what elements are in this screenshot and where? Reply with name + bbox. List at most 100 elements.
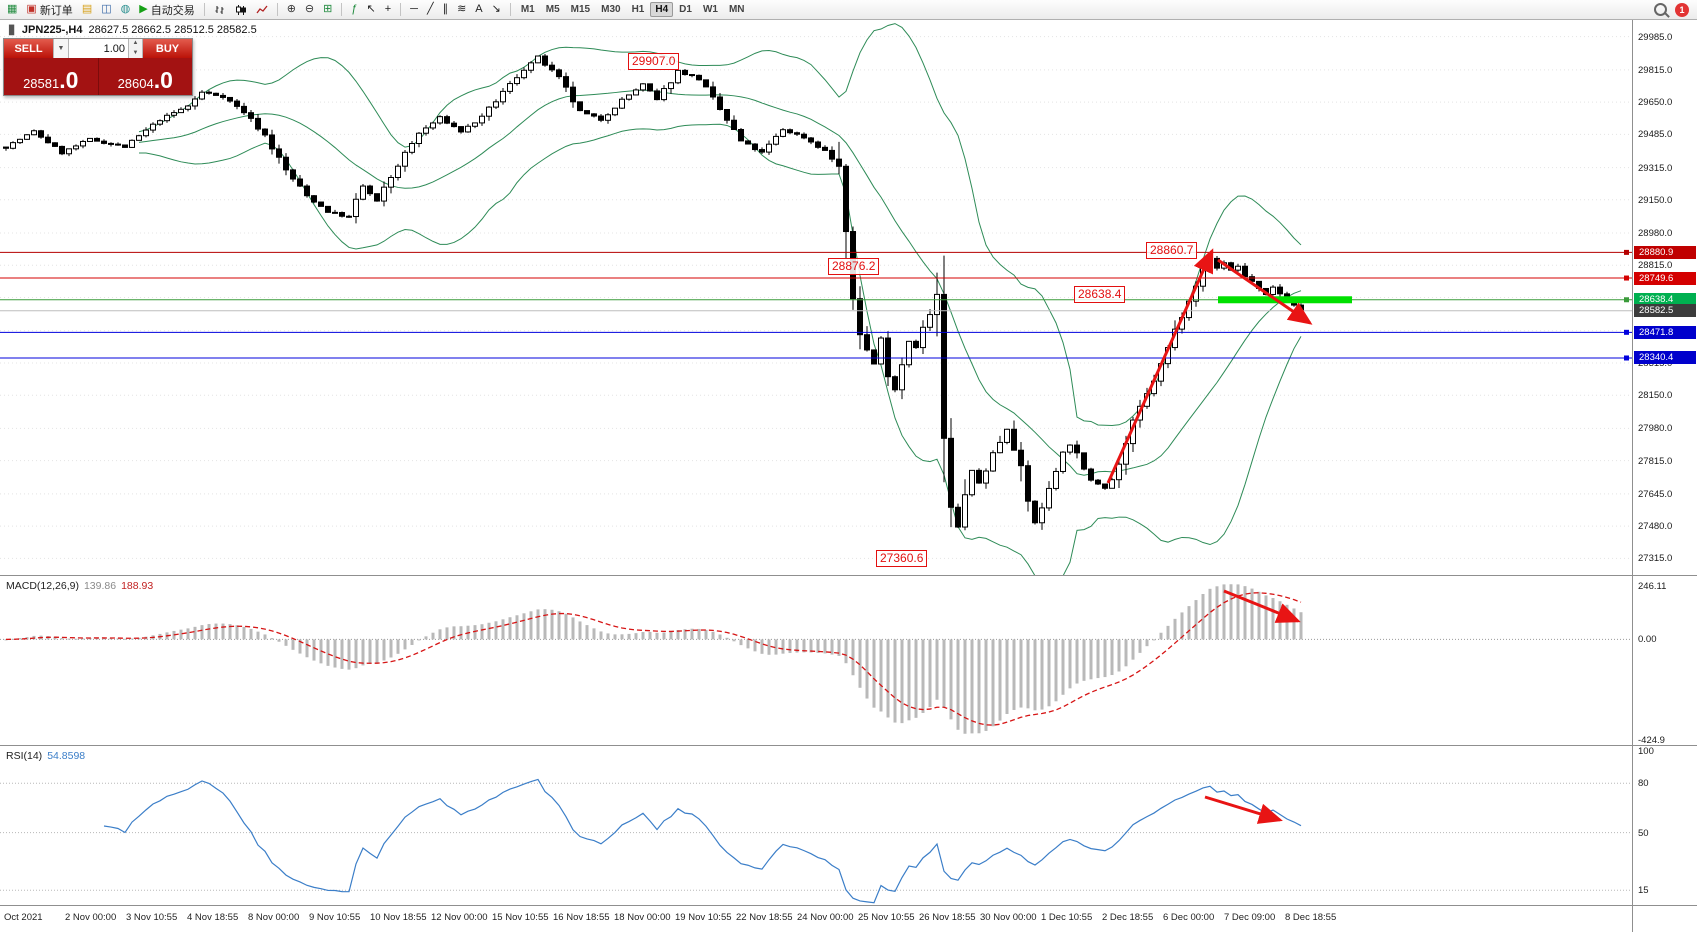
equidistant-channel-button[interactable]: ∥ bbox=[439, 1, 453, 19]
crosshair-button[interactable]: + bbox=[381, 1, 395, 19]
line-endpoint-handle[interactable] bbox=[1624, 275, 1629, 281]
timeframe-m5[interactable]: M5 bbox=[545, 4, 560, 15]
rsi-scale-label: 15 bbox=[1638, 885, 1649, 897]
price-chart-canvas[interactable] bbox=[0, 20, 1632, 576]
line-endpoint-handle[interactable] bbox=[1624, 249, 1629, 255]
timeframe-h4[interactable]: H4 bbox=[650, 2, 674, 17]
macd-scale-label: 0.00 bbox=[1638, 634, 1657, 646]
time-axis-splitter[interactable] bbox=[0, 905, 1697, 906]
text-label-button[interactable]: A bbox=[471, 1, 486, 19]
timeframe-d1[interactable]: D1 bbox=[679, 4, 692, 15]
time-axis-label: 4 Nov 18:55 bbox=[187, 912, 239, 923]
timeframe-mn[interactable]: MN bbox=[728, 4, 745, 15]
price-divider bbox=[97, 58, 99, 95]
rsi-panel-canvas[interactable] bbox=[0, 747, 1632, 905]
price-scale[interactable]: 29985.0 29815.0 29650.0 29485.0 29315.0 29150… bbox=[1632, 20, 1697, 932]
macd-scale-label: -424.9 bbox=[1638, 735, 1665, 746]
tile-windows-icon: ⊞ bbox=[323, 3, 333, 15]
timeframe-m1[interactable]: M1 bbox=[520, 4, 535, 15]
volume-stepper[interactable]: ▲ ▼ bbox=[128, 39, 143, 58]
time-axis[interactable]: Oct 2021 2 Nov 00:00 3 Nov 10:55 4 Nov 18:5… bbox=[0, 907, 1632, 931]
volume-down-icon[interactable]: ▼ bbox=[132, 49, 139, 56]
toolbar-separator bbox=[400, 3, 402, 16]
price-tick: 28815.0 bbox=[1638, 260, 1673, 272]
macd-scale-label: 246.11 bbox=[1638, 581, 1667, 592]
price-annotation-label[interactable]: 28876.2 bbox=[828, 258, 880, 275]
price-level-marker: 28471.8 bbox=[1634, 325, 1696, 339]
price-annotation-label[interactable]: 29907.0 bbox=[628, 53, 680, 70]
timeframe-m30[interactable]: M30 bbox=[601, 4, 621, 15]
volume-dropdown[interactable]: ▼ bbox=[53, 39, 69, 58]
one-click-trading-panel: SELL ▼ 1.00 ▲ ▼ BUY 28581 .0 28604 .0 bbox=[3, 38, 193, 96]
bar-chart-button[interactable] bbox=[210, 1, 230, 19]
tile-windows-button[interactable]: ⊞ bbox=[319, 1, 336, 19]
notification-badge[interactable]: 1 bbox=[1675, 2, 1689, 17]
new-order-button[interactable]: ▣ 新订单 bbox=[22, 1, 76, 19]
time-axis-label: 19 Nov 10:55 bbox=[675, 912, 732, 923]
timeframe-h1[interactable]: H1 bbox=[631, 4, 645, 15]
volume-up-icon[interactable]: ▲ bbox=[132, 40, 139, 46]
macd-panel-splitter[interactable] bbox=[0, 575, 1697, 576]
time-axis-label: 25 Nov 10:55 bbox=[858, 912, 915, 923]
green-zone-band[interactable] bbox=[1218, 296, 1352, 304]
toolbar-separator bbox=[276, 3, 278, 16]
auto-trading-button[interactable]: ▶ 自动交易 bbox=[135, 1, 198, 19]
main-toolbar: ▦ ▣ 新订单 ▤ ◫ ◍ ▶ 自动交易 ⊕ ⊖ ⊞ ƒ ↖ + ─ ╱ ∥ ≋ A ↘ M1 M5 M15 M30 H1 H4 D… bbox=[0, 0, 1697, 20]
macd-name: MACD(12,26,9) bbox=[6, 580, 79, 592]
cursor-button[interactable]: ↖ bbox=[362, 1, 379, 19]
time-axis-label: 2 Dec 18:55 bbox=[1102, 912, 1154, 923]
macd-signal-line[interactable] bbox=[5, 592, 1302, 726]
toolbar-separator bbox=[509, 3, 511, 16]
bollinger-upper-band[interactable] bbox=[138, 23, 1302, 427]
trend-arrow[interactable] bbox=[1217, 258, 1313, 325]
bollinger-middle-band[interactable] bbox=[138, 89, 1302, 476]
rsi-trend-arrow[interactable] bbox=[1204, 795, 1283, 824]
time-axis-label: Oct 2021 bbox=[4, 912, 43, 923]
market-watch-button[interactable]: ◫ bbox=[97, 1, 115, 19]
indicators-list-button[interactable]: ƒ bbox=[347, 1, 361, 19]
volume-input[interactable]: 1.00 bbox=[69, 39, 128, 58]
rsi-value: 54.8598 bbox=[47, 750, 86, 762]
buy-button[interactable]: BUY bbox=[143, 39, 192, 58]
profiles-button[interactable]: ▤ bbox=[78, 1, 96, 19]
sell-price: 28581 .0 bbox=[4, 58, 98, 95]
search-icon[interactable] bbox=[1654, 3, 1667, 16]
time-axis-label: 6 Dec 00:00 bbox=[1163, 912, 1215, 923]
market-watch-icon: ◫ bbox=[101, 3, 112, 15]
timeframe-m15[interactable]: M15 bbox=[570, 4, 591, 15]
price-annotation-label[interactable]: 28860.7 bbox=[1146, 242, 1198, 259]
chart-title: ▊ JPN225-,H4 28627.5 28662.5 28512.5 285… bbox=[9, 24, 257, 36]
zoom-out-button[interactable]: ⊖ bbox=[301, 1, 318, 19]
zoom-in-button[interactable]: ⊕ bbox=[283, 1, 300, 19]
macd-panel-canvas[interactable] bbox=[0, 577, 1632, 745]
navigator-button[interactable]: ◍ bbox=[117, 1, 135, 19]
rsi-line[interactable] bbox=[103, 778, 1302, 904]
price-annotation-label[interactable]: 28638.4 bbox=[1074, 286, 1126, 303]
line-endpoint-handle[interactable] bbox=[1624, 355, 1629, 361]
time-axis-label: 8 Nov 00:00 bbox=[248, 912, 300, 923]
time-axis-label: 3 Nov 10:55 bbox=[126, 912, 178, 923]
new-order-label: 新订单 bbox=[39, 4, 73, 17]
bollinger-lower-band[interactable] bbox=[138, 123, 1302, 576]
rsi-scale-label: 50 bbox=[1638, 827, 1649, 839]
sell-button[interactable]: SELL bbox=[4, 39, 53, 58]
arrow-objects-button[interactable]: ↘ bbox=[488, 1, 505, 19]
trend-arrow[interactable] bbox=[1106, 248, 1214, 484]
equidistant-channel-icon: ∥ bbox=[442, 3, 449, 15]
line-endpoint-handle[interactable] bbox=[1624, 329, 1629, 335]
price-tick: 29150.0 bbox=[1638, 194, 1673, 206]
time-axis-label: 16 Nov 18:55 bbox=[553, 912, 610, 923]
horizontal-line-button[interactable]: ─ bbox=[406, 1, 422, 19]
toolbar-right-group: 1 bbox=[1654, 2, 1694, 17]
line-endpoint-handle[interactable] bbox=[1624, 297, 1629, 303]
timeframe-w1[interactable]: W1 bbox=[702, 4, 718, 15]
candlestick-chart-button[interactable] bbox=[231, 1, 251, 19]
line-chart-button[interactable] bbox=[252, 1, 272, 19]
new-chart-button[interactable]: ▦ bbox=[3, 1, 21, 19]
macd-trend-arrow[interactable] bbox=[1223, 589, 1301, 623]
price-tick: 29815.0 bbox=[1638, 64, 1673, 76]
trendline-button[interactable]: ╱ bbox=[423, 1, 438, 19]
fibonacci-retracement-button[interactable]: ≋ bbox=[453, 1, 470, 19]
price-annotation-label[interactable]: 27360.6 bbox=[876, 550, 928, 567]
rsi-panel-splitter[interactable] bbox=[0, 745, 1697, 746]
